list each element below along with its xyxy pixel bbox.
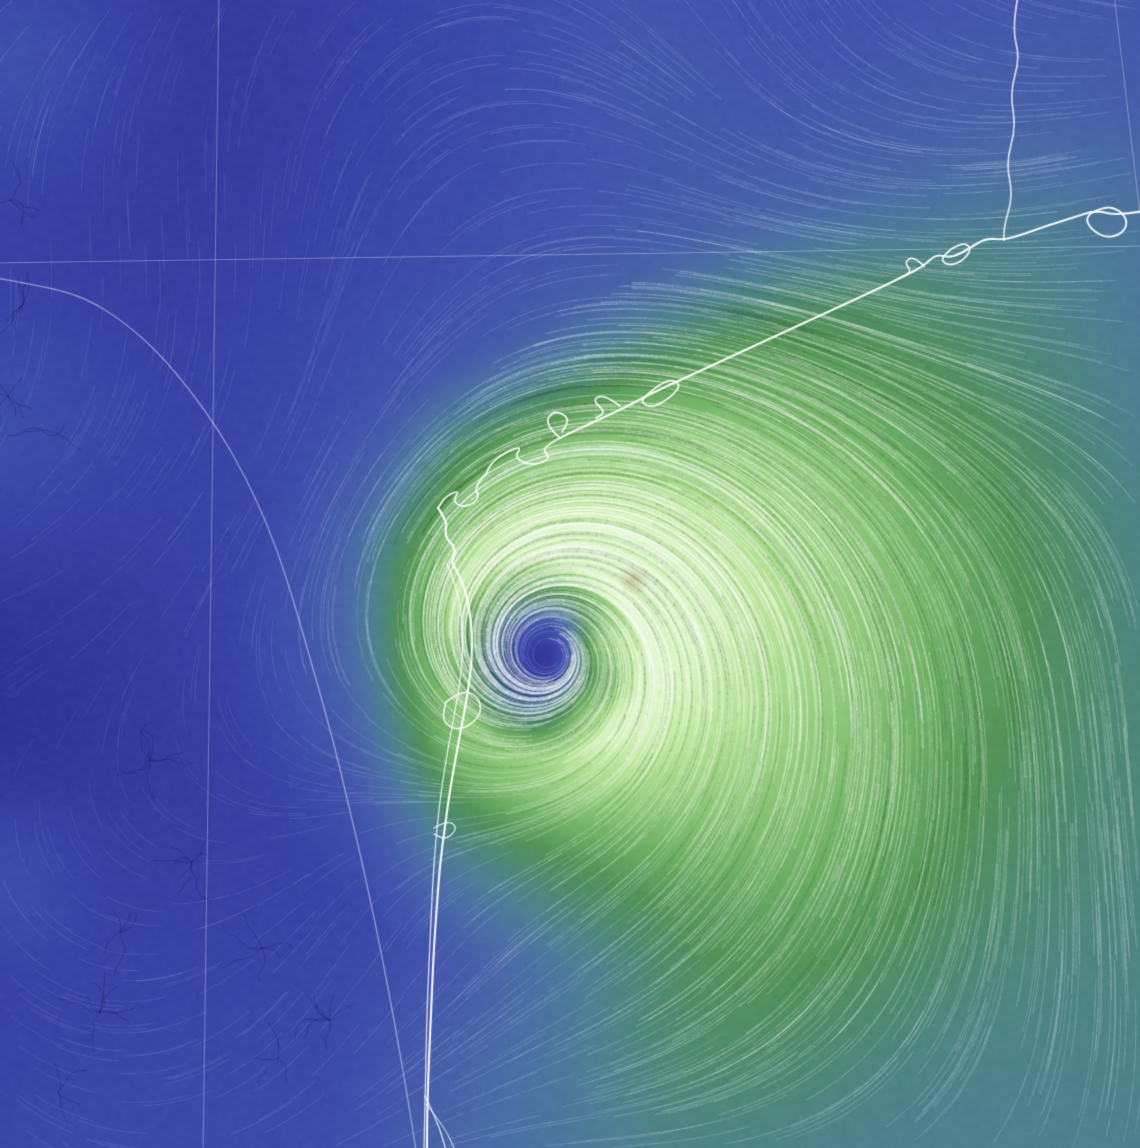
earth-wind-map[interactable]: [0, 0, 1140, 1148]
coastline-overlay-canvas: [0, 0, 1140, 1148]
